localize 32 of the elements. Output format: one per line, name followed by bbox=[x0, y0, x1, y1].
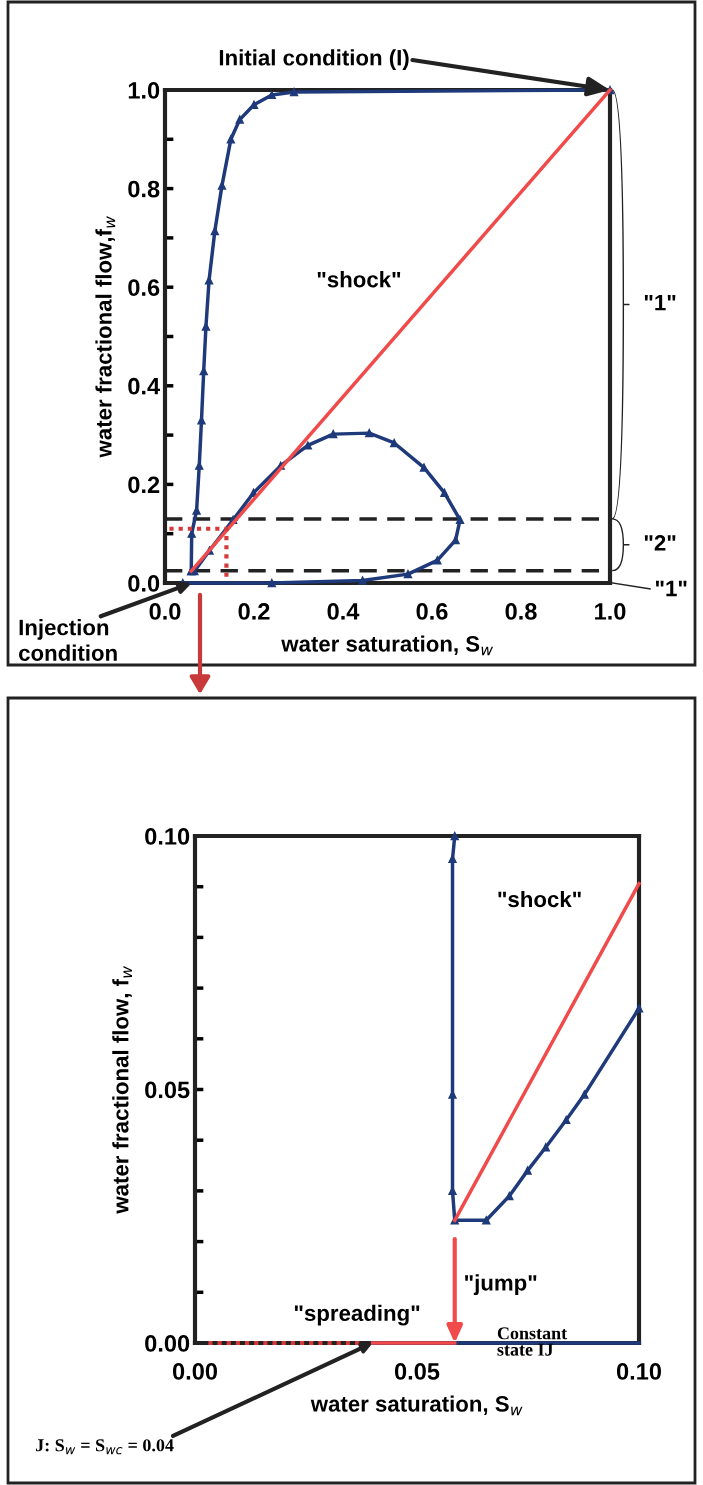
x-tick-label: 0.10 bbox=[616, 1363, 662, 1380]
y-tick-label: 0.8 bbox=[128, 180, 160, 198]
annotation: "shock" bbox=[317, 271, 401, 288]
annotation: "shock" bbox=[498, 890, 581, 908]
x-tick-label: 0.6 bbox=[416, 603, 448, 620]
annotation: "spreading" bbox=[294, 1304, 420, 1326]
y-tick-label: 0.6 bbox=[128, 279, 160, 296]
annotation: J: S$_{w}$ = S$_{wc}$ = 0.04 bbox=[35, 1439, 174, 1455]
x-tick-label: 0.00 bbox=[172, 1363, 218, 1380]
x-tick-label: 0.2 bbox=[238, 603, 270, 620]
x-tick-label: 0.8 bbox=[505, 603, 537, 620]
x-tick-label: 0.4 bbox=[327, 603, 360, 620]
x-tick-label: 1.0 bbox=[595, 603, 626, 620]
text: "1" bbox=[655, 580, 687, 597]
y-axis-title: water fractional flow,f$_{w}$ bbox=[95, 216, 116, 458]
x-axis-title: water saturation, S$_{w}$ bbox=[281, 635, 494, 656]
y-tick-label: 0.0 bbox=[128, 575, 160, 592]
x-axis-title: water saturation, S$_{w}$ bbox=[310, 1395, 523, 1416]
text: "1" bbox=[644, 294, 676, 311]
x-tick-label: 0.05 bbox=[394, 1363, 440, 1380]
y-tick-label: 0.4 bbox=[128, 377, 161, 395]
y-axis-title: water fractional flow, f$_{w}$ bbox=[112, 966, 132, 1214]
annotation: Initial condition (I) bbox=[219, 49, 409, 70]
annotation: Injection condition bbox=[19, 619, 117, 661]
y-tick-label: 0.10 bbox=[145, 828, 190, 845]
y-tick-label: 0.00 bbox=[145, 1335, 190, 1352]
text: "2" bbox=[644, 535, 676, 551]
annotation: Constant state IJ bbox=[497, 1327, 568, 1356]
y-tick-label: 0.05 bbox=[145, 1081, 190, 1099]
y-tick-label: 0.2 bbox=[128, 476, 160, 494]
annotation: "jump" bbox=[465, 1274, 537, 1296]
y-tick-label: 1.0 bbox=[128, 82, 160, 99]
